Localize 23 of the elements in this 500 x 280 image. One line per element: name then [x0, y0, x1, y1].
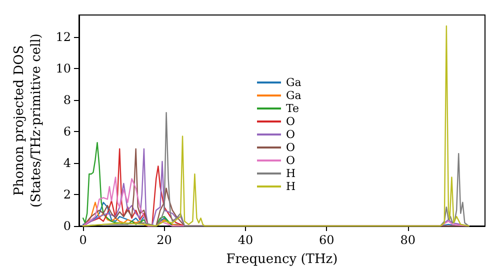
x-tick-label: 20: [156, 233, 172, 247]
y-tick-label: 4: [63, 156, 72, 170]
legend-label: O: [286, 128, 296, 141]
x-tick-label: 80: [400, 233, 416, 247]
legend-label: Ga: [286, 76, 302, 89]
x-tick-label: 40: [238, 233, 254, 247]
y-tick-label: 8: [63, 93, 71, 108]
x-tick-label: 0: [79, 233, 87, 247]
legend-label: O: [286, 154, 296, 167]
y-tick-label: 10: [56, 62, 71, 76]
legend-label: Te: [286, 102, 299, 115]
x-tick-label: 60: [319, 233, 334, 247]
legend-label: O: [286, 115, 296, 128]
x-axis-title: Frequency (THz): [226, 252, 338, 267]
y-tick-label: 6: [63, 124, 71, 139]
y-tick-label: 2: [63, 188, 71, 202]
legend-label: H: [286, 180, 296, 193]
legend-label: H: [286, 167, 296, 180]
y-axis-title: Phonon projected DOS (States/THz·primitive cell): [12, 33, 44, 208]
legend-label: O: [286, 141, 296, 154]
legend-label: Ga: [286, 89, 302, 102]
y-tick-label: 12: [56, 30, 71, 44]
y-tick-label: 0: [63, 219, 71, 233]
